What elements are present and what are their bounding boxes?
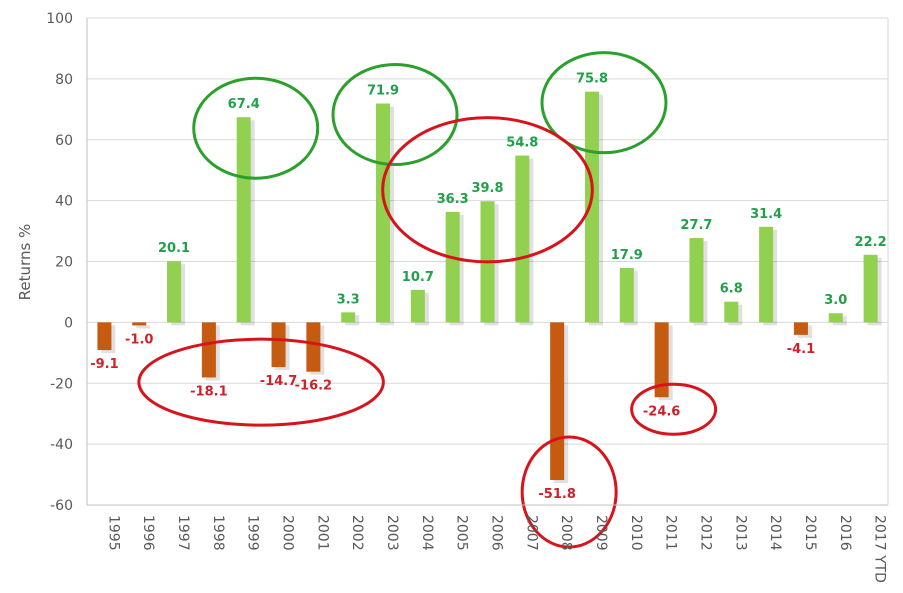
bar-2012	[689, 238, 704, 323]
y-tick-label: -20	[50, 376, 73, 392]
data-label: 36.3	[437, 192, 469, 207]
x-tick-label: 2013	[732, 515, 748, 551]
x-tick-label: 1997	[175, 515, 191, 551]
x-tick-label: 2004	[419, 515, 435, 551]
bar-2009	[584, 91, 599, 323]
x-tick-label: 2003	[384, 515, 400, 551]
bars	[97, 91, 882, 484]
data-label: 39.8	[471, 181, 503, 196]
x-tick-label: 2009	[593, 515, 609, 551]
y-tick-label: 80	[55, 72, 73, 88]
x-tick-label: 2002	[349, 515, 365, 551]
data-label: 67.4	[228, 97, 260, 112]
y-tick-label: 100	[46, 11, 73, 27]
bar-2010	[619, 267, 634, 323]
bar-2005	[445, 211, 460, 323]
annotation-ellipse-green	[331, 63, 459, 167]
data-label: 22.2	[855, 235, 887, 250]
axes: -60 -40 -20 0 20 40 60 80 100 1995 1996 1997 1998 199…	[46, 11, 889, 583]
x-tick-label: 1995	[105, 515, 121, 551]
bar-2002	[341, 312, 356, 323]
x-tick-label: 2001	[314, 515, 330, 551]
data-label: -18.1	[190, 384, 227, 399]
data-label: 10.7	[402, 270, 434, 285]
x-tick-label: 2005	[454, 515, 470, 551]
bar-2015	[793, 322, 808, 335]
data-label: -24.6	[643, 404, 680, 419]
bar-2003	[376, 103, 391, 323]
bar-shadow	[136, 325, 151, 329]
data-label: 20.1	[158, 241, 190, 256]
annotation-ellipse-green	[540, 51, 668, 155]
y-tick-label: -60	[50, 498, 73, 514]
annotation-ellipse-red	[520, 435, 618, 549]
bar-2011	[654, 322, 669, 398]
annotation-ellipse-red	[381, 116, 594, 264]
x-tick-label: 2006	[489, 515, 505, 551]
y-tick-label: 60	[55, 133, 73, 149]
data-label: 54.8	[506, 136, 538, 151]
data-label: 6.8	[720, 282, 743, 297]
data-label: -16.2	[295, 379, 332, 394]
data-label: 3.3	[337, 292, 360, 307]
data-label: 75.8	[576, 72, 608, 87]
data-label: 71.9	[367, 84, 399, 99]
data-label: 31.4	[750, 207, 782, 222]
bar-1996	[132, 322, 147, 326]
bar-1999	[236, 117, 251, 323]
data-label: -9.1	[90, 357, 118, 372]
bar-2013	[724, 301, 739, 323]
bar-2017-ytd	[863, 254, 878, 323]
x-tick-label: 2010	[628, 515, 644, 551]
x-tick-label: 2014	[767, 515, 783, 551]
bar-1997	[167, 261, 182, 323]
y-tick-label: 0	[64, 315, 73, 331]
x-tick-label: 2000	[280, 515, 296, 551]
bar-2007	[515, 155, 530, 323]
data-label: 17.9	[611, 248, 643, 263]
bar-2001	[306, 322, 321, 372]
x-tick-label: 2008	[558, 515, 574, 551]
bar-2016	[828, 313, 843, 323]
annotation-ellipse-green	[192, 76, 320, 180]
data-label: 27.7	[680, 218, 712, 233]
bar-2004	[410, 289, 425, 323]
y-axis-title: Returns %	[16, 224, 34, 301]
x-tick-label: 2011	[663, 515, 679, 551]
data-label: -51.8	[538, 487, 575, 502]
data-labels: -9.1 -1.0 20.1 -18.1 67.4 -14.7-16.2 3.3 71.9 10…	[90, 72, 886, 502]
y-tick-label: 20	[55, 255, 73, 271]
bar-2014	[759, 226, 774, 323]
data-label: -1.0	[125, 332, 153, 347]
bar-1998	[201, 322, 216, 378]
annotation-ellipse-red	[137, 337, 385, 427]
annotation-ellipse-red	[630, 382, 718, 436]
x-tick-label: 2017 YTD	[872, 515, 888, 583]
bar-2008	[550, 322, 565, 481]
x-tick-label: 2012	[697, 515, 713, 551]
x-tick-label: 2015	[802, 515, 818, 551]
bar-1995	[97, 322, 112, 351]
x-tick-label: 1996	[140, 515, 156, 551]
data-label: -4.1	[787, 342, 815, 357]
y-tick-label: 40	[55, 194, 73, 210]
bar-2000	[271, 322, 286, 368]
x-tick-label: 1999	[245, 515, 261, 551]
data-label: -14.7	[260, 374, 297, 389]
annotation-ellipses	[137, 51, 718, 549]
data-label: 3.0	[824, 293, 847, 308]
x-tick-label: 1998	[210, 515, 226, 551]
x-tick-label: 2016	[837, 515, 853, 551]
x-tick-label: 2007	[523, 515, 539, 551]
y-tick-label: -40	[50, 437, 73, 453]
